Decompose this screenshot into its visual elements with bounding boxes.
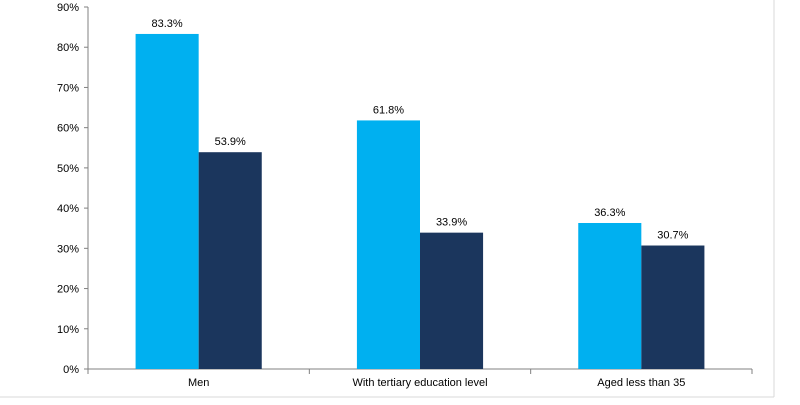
y-tick-label: 80% <box>57 42 79 54</box>
x-axis: Men With tertiary education level Aged les… <box>87 368 753 389</box>
bar-value-label: 61.8% <box>373 104 404 116</box>
y-tick-label: 10% <box>57 324 79 336</box>
bar <box>420 232 484 369</box>
y-tick-label: 0% <box>63 364 79 376</box>
y-tick-label: 90% <box>57 2 79 14</box>
x-category-label: With tertiary education level <box>352 377 487 389</box>
y-tick-label: 70% <box>57 82 79 94</box>
y-tick-label: 20% <box>57 284 79 296</box>
bar-value-label: 83.3% <box>152 18 183 30</box>
bar <box>198 152 262 369</box>
bar <box>356 120 420 369</box>
y-tick-label: 50% <box>57 163 79 175</box>
y-tick-label: 60% <box>57 123 79 135</box>
y-axis: 0% 10% 20% 30% 40% 50% 60% 70% 80% 90% <box>57 2 89 376</box>
x-category-label: Aged less than 35 <box>597 377 685 389</box>
bar <box>641 245 705 369</box>
bar-value-label: 30.7% <box>657 230 688 242</box>
bar-value-label: 33.9% <box>436 217 467 229</box>
bars <box>135 33 705 370</box>
bar <box>578 222 642 369</box>
data-labels: 83.3% 53.9% 61.8% 33.9% 36.3% 30.7% <box>152 18 689 242</box>
bar <box>135 33 199 370</box>
y-tick-label: 30% <box>57 243 79 255</box>
x-category-label: Men <box>188 377 209 389</box>
bar-value-label: 36.3% <box>594 207 625 219</box>
y-tick-label: 40% <box>57 203 79 215</box>
bar-value-label: 53.9% <box>215 136 246 148</box>
